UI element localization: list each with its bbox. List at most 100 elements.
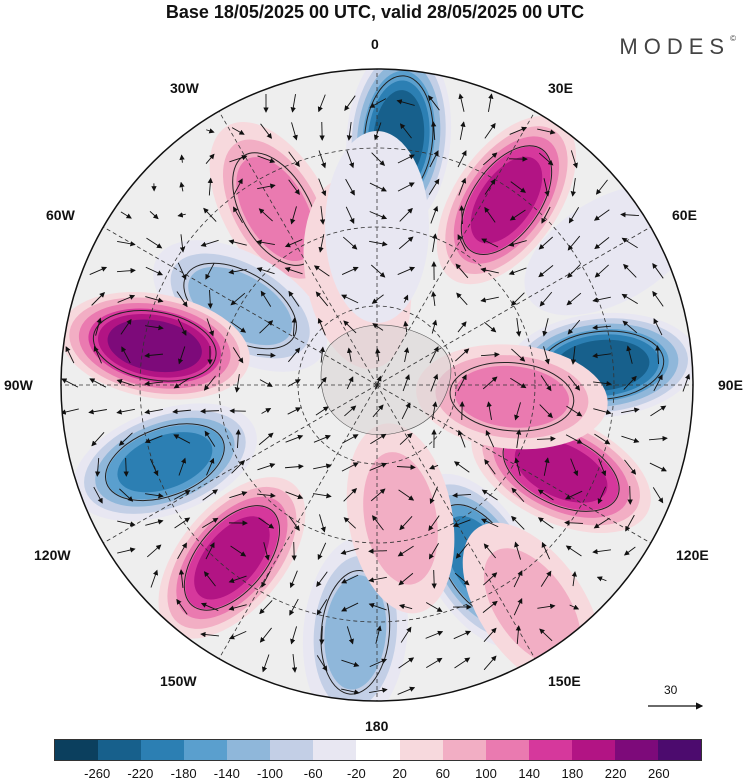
wind-vector-arrow: [401, 402, 411, 420]
wind-vector-arrow: [514, 402, 521, 421]
wind-vector-arrow: [538, 236, 554, 250]
wind-vector-arrow: [89, 266, 108, 275]
wind-vector-arrow: [429, 150, 439, 168]
wind-vector-arrow: [118, 432, 133, 446]
colorbar-cell: [313, 740, 357, 760]
wind-vector-arrow: [593, 209, 610, 221]
wind-vector-arrow: [483, 543, 497, 559]
wind-vector-arrow: [484, 178, 496, 195]
wind-vector-arrow: [317, 317, 326, 336]
wind-vector-arrow: [375, 625, 382, 644]
wind-vector-arrow: [116, 267, 136, 274]
wind-vector-arrow: [284, 267, 303, 275]
colorbar-cell: [227, 740, 271, 760]
wind-vector-arrow: [61, 378, 79, 388]
colorbar-tick-label: -60: [303, 766, 323, 781]
wind-vector-arrow: [345, 178, 355, 196]
wind-vector-arrow: [121, 346, 131, 364]
height-contour-line: [449, 362, 575, 432]
wind-vector-arrow: [626, 345, 633, 364]
wind-vector-arrow: [511, 348, 526, 362]
colorbar-cell: [485, 740, 529, 760]
wind-vector-arrow: [565, 490, 583, 500]
wind-vector-arrow: [452, 519, 471, 528]
wind-vector-arrow: [228, 239, 247, 246]
wind-vector-arrow: [288, 151, 300, 167]
wind-vector-arrow: [174, 517, 191, 529]
wind-vector-arrow: [343, 320, 357, 334]
globe-outline: [60, 68, 694, 702]
wind-vector-arrow: [459, 121, 466, 140]
colorbar-tick-label: 220: [604, 766, 627, 781]
wind-vector-arrow: [541, 206, 551, 224]
wind-vector-arrow: [319, 206, 326, 225]
colorbar-cell: [528, 740, 572, 760]
wind-vector-arrow: [457, 234, 467, 252]
wind-vector-arrow: [397, 686, 416, 695]
wind-vector-arrow: [627, 485, 633, 505]
wind-vector-arrow: [369, 211, 388, 220]
wind-vector-arrow: [655, 345, 661, 365]
height-contour-line: [183, 505, 281, 611]
wind-vector-arrow: [288, 347, 301, 363]
wind-vector-arrow: [341, 462, 359, 472]
wind-vector-arrow: [117, 241, 136, 247]
wind-vector-arrow: [540, 375, 552, 392]
wind-vector-arrow: [206, 318, 215, 337]
wind-vector-arrow: [371, 294, 384, 304]
wind-vector-arrow: [539, 404, 553, 419]
wind-vector-arrow: [200, 408, 220, 414]
wind-vector-arrow: [622, 320, 638, 334]
colorbar-tick-label: 100: [475, 766, 497, 781]
wind-vector-arrow: [341, 294, 359, 304]
wind-vector-arrow: [455, 263, 469, 279]
wind-vector-arrow: [484, 458, 496, 475]
wind-vector-arrow: [539, 291, 553, 307]
wind-vector-arrow: [177, 262, 187, 280]
wind-vector-arrow: [65, 346, 75, 364]
wind-vector-arrow: [397, 545, 414, 557]
wind-vector-arrow: [256, 352, 276, 358]
wind-vector-arrow: [511, 487, 525, 503]
wind-vector-arrow: [144, 352, 164, 359]
wind-vector-arrow: [289, 570, 298, 589]
wind-vector-arrow: [316, 599, 328, 616]
wind-vector-arrow: [231, 127, 245, 135]
wind-vector-arrow: [93, 486, 103, 504]
height-contour-line: [320, 570, 391, 695]
wind-vector-arrow: [567, 264, 581, 279]
wind-vector-arrow: [515, 429, 522, 448]
wind-vector-arrow: [425, 602, 443, 612]
wind-vector-arrow: [594, 264, 609, 278]
wind-vector-arrow: [539, 628, 553, 642]
wind-vector-arrow: [315, 291, 329, 307]
wind-vector-arrow: [431, 401, 438, 420]
colorbar-tick-label: 20: [392, 766, 407, 781]
wind-vector-arrow: [346, 122, 353, 141]
wind-vector-arrow: [173, 377, 190, 389]
wind-vector-arrow: [483, 655, 497, 671]
wind-vector-arrow: [400, 626, 412, 643]
wind-vector-arrow: [287, 379, 301, 387]
wind-vector-arrow: [430, 205, 439, 224]
wind-vector-arrow: [318, 178, 327, 197]
wind-vector-arrow: [316, 655, 328, 672]
wind-vector-arrow: [257, 155, 276, 164]
wind-vector-arrow: [453, 630, 472, 640]
wind-vector-arrow: [257, 463, 276, 471]
wind-vector-arrow: [370, 264, 386, 278]
wind-vector-arrow: [200, 631, 219, 638]
wind-vector-arrow: [598, 458, 607, 477]
wind-vector-arrow: [398, 489, 415, 501]
wind-vector-arrow: [594, 237, 610, 250]
wind-vector-arrow: [173, 490, 191, 500]
wind-vector-arrow: [205, 262, 215, 280]
wind-vector-arrow: [398, 572, 414, 586]
wind-vector-arrow: [258, 517, 275, 529]
wind-vector-arrow: [566, 292, 582, 306]
wind-vector-arrow: [369, 240, 388, 247]
wind-vector-arrow: [369, 462, 388, 471]
wind-vector-arrow: [230, 292, 246, 306]
wind-vector-arrow: [291, 122, 298, 141]
wind-vector-arrow: [398, 236, 414, 250]
